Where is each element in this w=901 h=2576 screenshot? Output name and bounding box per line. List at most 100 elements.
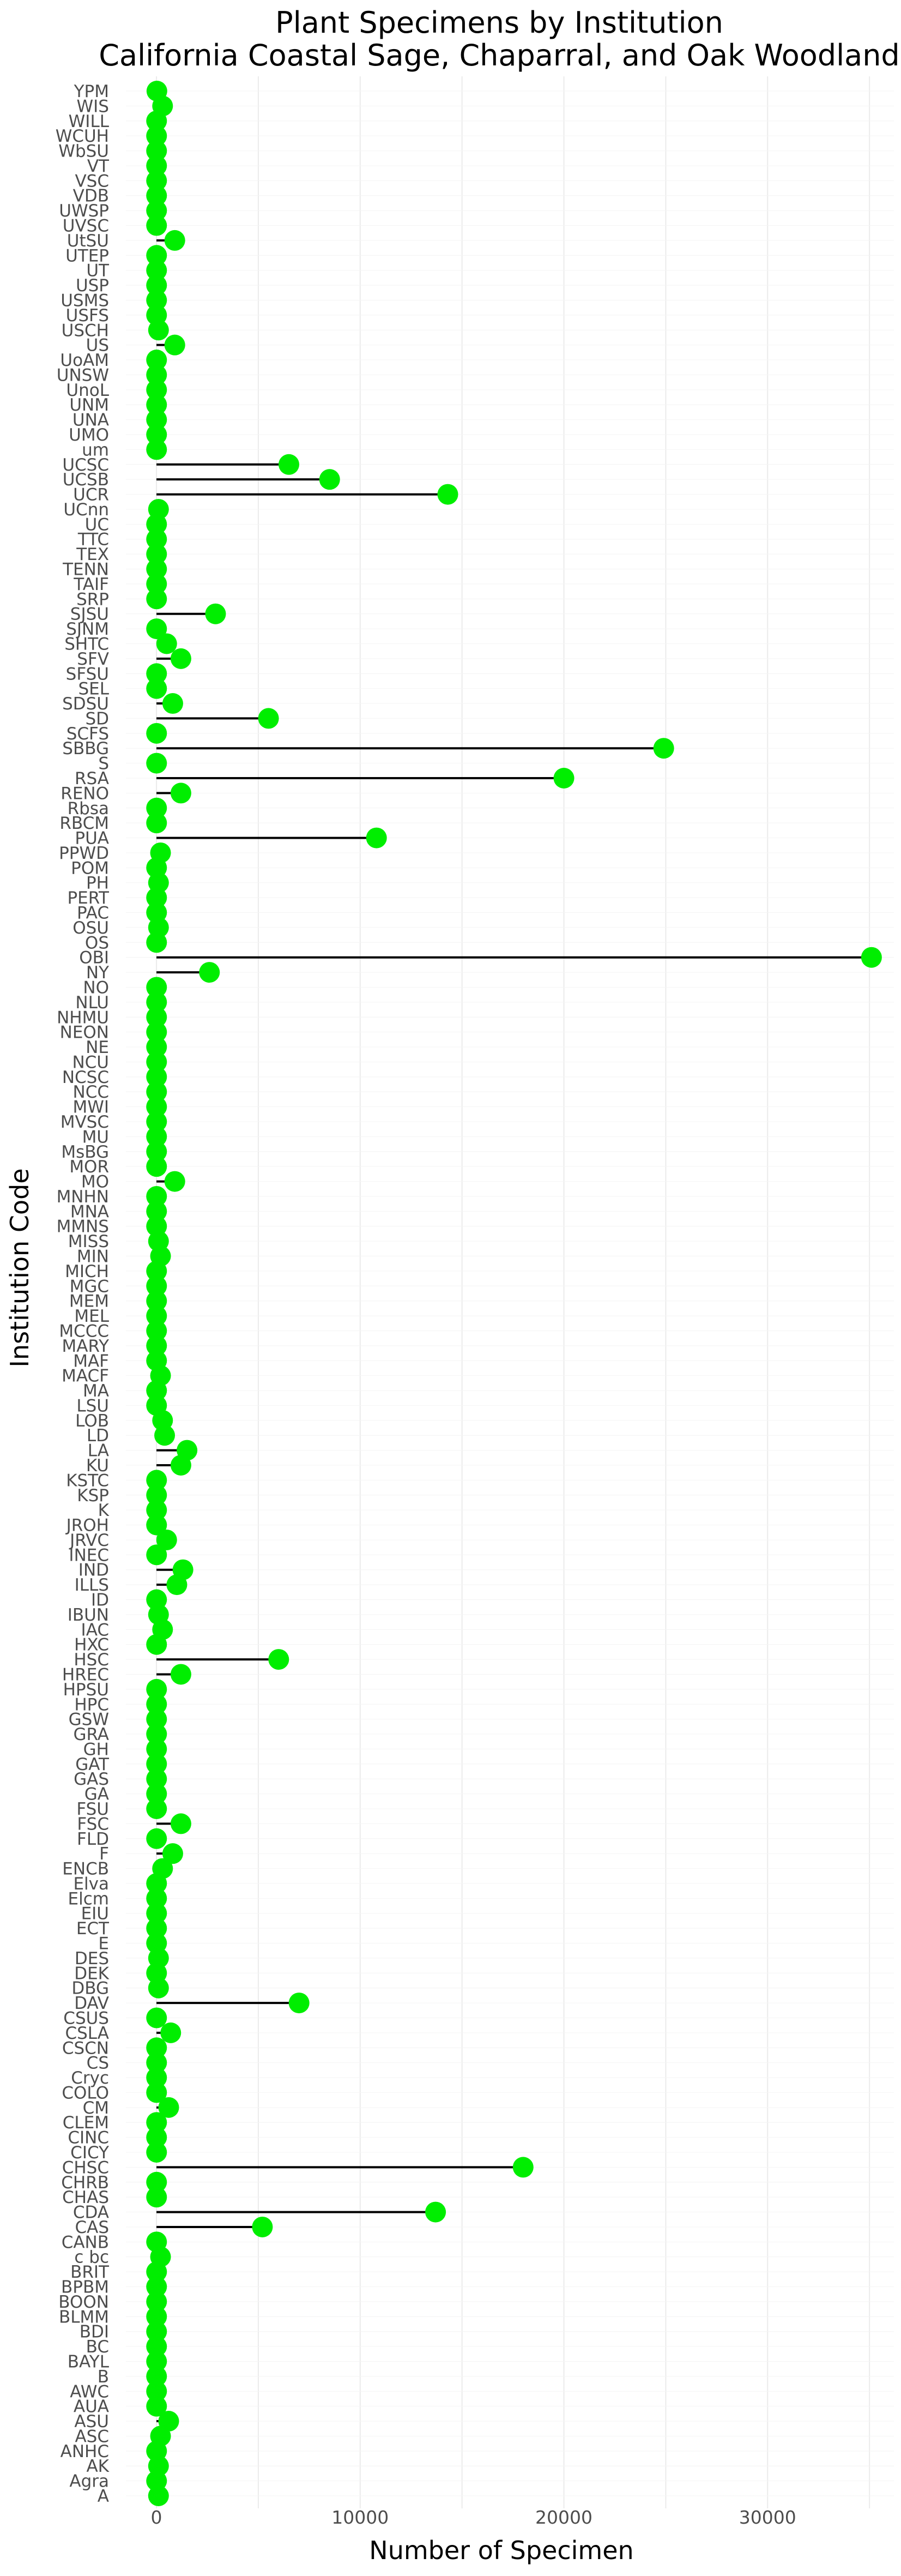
point-S (146, 753, 167, 774)
point-SHTC (156, 633, 177, 654)
y-tick-label: PUA (75, 829, 109, 848)
y-tick-label: JROH (65, 1516, 109, 1536)
y-tick-label: CLEM (63, 2113, 109, 2133)
point-OBI (861, 947, 882, 968)
chart-subtitle: California Coastal Sage, Chaparral, and … (99, 38, 899, 73)
y-tick-label: CSUS (63, 2008, 109, 2028)
x-axis-tick-labels: 0 10000 20000 30000 (151, 2507, 796, 2528)
y-tick-label: MEL (74, 1307, 109, 1326)
y-tick-label: FSC (77, 1814, 109, 1834)
y-tick-label: Elva (73, 1874, 109, 1894)
y-tick-label: VDB (73, 186, 109, 206)
y-tick-label: BDI (80, 2322, 109, 2342)
point-BLMM (146, 2306, 167, 2327)
y-tick-label: BC (86, 2337, 109, 2357)
point-FSU (146, 1798, 167, 1819)
points (146, 81, 882, 2506)
point-WbSU (146, 140, 167, 161)
y-tick-label: IND (78, 1561, 109, 1580)
y-tick-label: VT (87, 157, 110, 176)
y-tick-label: UNSW (57, 365, 109, 385)
y-tick-label: RSA (75, 769, 109, 789)
y-tick-label: ENCB (62, 1859, 109, 1879)
point-GRA (146, 1724, 167, 1745)
y-tick-label: TAIF (73, 575, 109, 594)
y-tick-label: MEM (69, 1292, 109, 1311)
point-WCUH (146, 125, 167, 147)
y-tick-label: GAS (74, 1770, 109, 1789)
y-tick-label: ASU (74, 2412, 109, 2431)
point-UNM (146, 394, 167, 416)
point-CAS (252, 2216, 273, 2237)
point-NHMU (146, 1007, 167, 1028)
y-tick-label: NO (83, 978, 109, 997)
y-tick-label: ID (91, 1591, 109, 1610)
y-axis-title: Institution Code (5, 1168, 34, 1367)
y-tick-label: Cryc (71, 2068, 109, 2088)
point-DBG (148, 1977, 169, 1999)
y-tick-label: CSLA (65, 2024, 109, 2043)
point-VDB (146, 185, 167, 206)
point-EIU (146, 1903, 167, 1924)
point-SDSU (162, 693, 183, 714)
point-ILLS (166, 1574, 188, 1596)
point-UtSU (164, 230, 185, 251)
y-tick-label: JRVC (69, 1531, 109, 1550)
y-tick-label: CDA (73, 2203, 109, 2223)
y-tick-label: COLO (62, 2083, 109, 2103)
y-tick-label: SD (85, 709, 109, 729)
y-tick-label: LOB (75, 1411, 109, 1431)
point-RENO (170, 783, 191, 804)
point-MOR (146, 1156, 167, 1177)
y-tick-label: BLMM (59, 2307, 109, 2327)
point-RBCM (146, 812, 167, 834)
y-tick-label: IBUN (68, 1605, 109, 1625)
y-tick-label: CHAS (62, 2188, 109, 2207)
y-tick-label: UoAM (60, 351, 109, 370)
point-UNSW (146, 364, 167, 386)
y-tick-label: NHMU (57, 1008, 109, 1027)
point-NO (146, 977, 167, 998)
y-tick-label: S (98, 754, 109, 774)
y-tick-label: DEK (74, 1964, 109, 1983)
y-tick-label: CAS (75, 2218, 109, 2237)
y-tick-label: USP (76, 276, 109, 296)
point-NEON (146, 1021, 167, 1043)
y-tick-label: GSW (69, 1710, 109, 1730)
y-tick-label: HPC (74, 1695, 109, 1714)
point-Cryc (146, 2067, 167, 2089)
point-BRIT (146, 2261, 167, 2283)
y-tick-label: LSU (76, 1396, 109, 1416)
point-MO (164, 1171, 185, 1192)
y-tick-label: F (99, 1844, 109, 1864)
y-tick-label: UCSB (63, 470, 109, 490)
point-INEC (146, 1544, 167, 1566)
point-MARY (146, 1335, 167, 1356)
y-tick-label: RENO (61, 784, 109, 803)
y-axis-tick-labels: YPMWISWILLWCUHWbSUVTVSCVDBUWSPUVSCUtSUUT… (56, 82, 110, 2506)
point-UVSC (146, 215, 167, 236)
point-WILL (146, 110, 167, 131)
y-tick-label: MWI (72, 1098, 109, 1117)
y-tick-label: CINC (68, 2128, 109, 2148)
y-tick-label: UNA (72, 411, 109, 430)
point-BDI (146, 2321, 167, 2342)
y-tick-label: GH (83, 1740, 109, 1759)
y-tick-label: POM (71, 858, 109, 878)
point-B (146, 2366, 167, 2387)
point-NCSC (146, 1066, 167, 1087)
y-tick-label: SEL (78, 679, 109, 699)
y-tick-label: MNA (70, 1202, 109, 1221)
y-tick-label: BRIT (70, 2262, 110, 2282)
y-tick-label: NE (86, 1038, 109, 1057)
y-tick-label: CSCN (62, 2038, 109, 2058)
point-UWSP (146, 200, 167, 221)
y-tick-label: MGC (70, 1277, 109, 1296)
point-SJSU (205, 603, 226, 624)
y-tick-label: USMS (61, 291, 109, 310)
y-tick-label: DBG (71, 1979, 109, 1999)
y-tick-label: Rbsa (68, 799, 109, 818)
point-MsBG (146, 1141, 167, 1162)
y-tick-label: SHTC (64, 634, 109, 654)
